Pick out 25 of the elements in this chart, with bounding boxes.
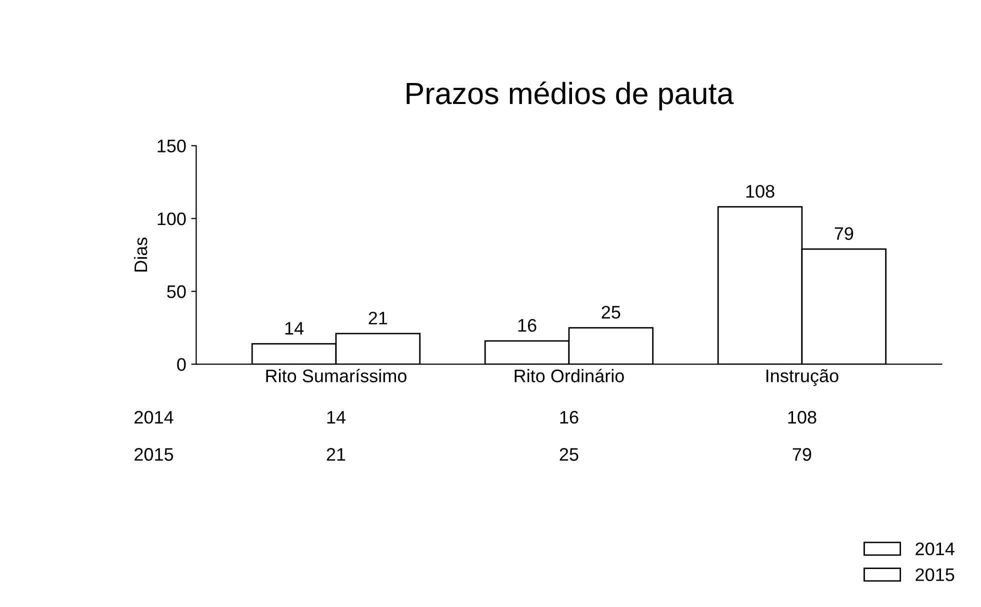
- y-tick-label: 50: [167, 285, 186, 298]
- x-tick-label: Rito Ordinário: [514, 368, 624, 382]
- legend-label: 2014: [916, 542, 954, 556]
- annotation: 108: [746, 184, 774, 198]
- data-label: 16: [560, 410, 578, 424]
- annotation: 79: [834, 227, 854, 240]
- data-label: 25: [560, 448, 578, 461]
- x-tick-label: Instrução: [766, 369, 838, 386]
- x-tick-label: Rito Sumaríssimo: [266, 368, 406, 382]
- data-label: 79: [792, 448, 812, 461]
- annotation: 14: [285, 322, 304, 335]
- text: 2015: [134, 448, 174, 461]
- legend-label: 2015: [916, 568, 954, 582]
- y-axis-title: Dias: [134, 238, 148, 272]
- data-label: 21: [326, 448, 346, 461]
- y-tick-label: 0: [177, 358, 186, 371]
- text: 2014: [134, 410, 174, 424]
- data-label: 108: [788, 410, 816, 424]
- annotation: 16: [518, 318, 536, 332]
- y-tick-label: 150: [158, 140, 186, 152]
- annotation: 21: [368, 312, 388, 324]
- chart-title: Prazos médios de pauta: [406, 82, 734, 110]
- y-tick-label: 100: [158, 212, 186, 226]
- data-label: 14: [327, 411, 346, 424]
- annotation: 25: [602, 306, 620, 319]
